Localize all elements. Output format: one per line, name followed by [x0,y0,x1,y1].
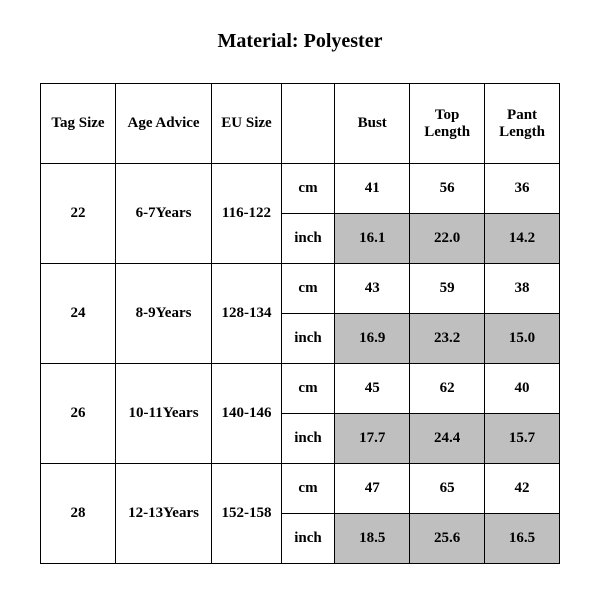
cell-unit-inch: inch [281,514,335,564]
cell-bust: 16.9 [335,314,410,364]
cell-pant: 16.5 [485,514,560,564]
cell-top: 62 [410,364,485,414]
cell-eu: 140-146 [212,364,282,464]
cell-top: 59 [410,264,485,314]
cell-pant: 42 [485,464,560,514]
table-header-row: Tag Size Age Advice EU Size Bust Top Len… [41,84,560,164]
cell-unit-cm: cm [281,164,335,214]
cell-top: 25.6 [410,514,485,564]
cell-bust: 43 [335,264,410,314]
cell-age: 12-13Years [115,464,211,564]
col-top: Top Length [410,84,485,164]
cell-unit-cm: cm [281,264,335,314]
cell-unit-inch: inch [281,214,335,264]
cell-pant: 15.7 [485,414,560,464]
col-pant: Pant Length [485,84,560,164]
cell-pant: 40 [485,364,560,414]
cell-bust: 17.7 [335,414,410,464]
col-eu: EU Size [212,84,282,164]
cell-pant: 38 [485,264,560,314]
cell-top: 24.4 [410,414,485,464]
cell-pant: 36 [485,164,560,214]
cell-pant: 14.2 [485,214,560,264]
table-row: 24 8-9Years 128-134 cm 43 59 38 [41,264,560,314]
size-table: Tag Size Age Advice EU Size Bust Top Len… [40,83,560,564]
cell-unit-inch: inch [281,414,335,464]
cell-bust: 41 [335,164,410,214]
cell-eu: 116-122 [212,164,282,264]
cell-tag: 28 [41,464,116,564]
page-title: Material: Polyester [40,30,560,53]
cell-eu: 152-158 [212,464,282,564]
cell-tag: 22 [41,164,116,264]
col-tag: Tag Size [41,84,116,164]
table-row: 26 10-11Years 140-146 cm 45 62 40 [41,364,560,414]
cell-bust: 47 [335,464,410,514]
cell-bust: 16.1 [335,214,410,264]
cell-unit-cm: cm [281,464,335,514]
cell-age: 8-9Years [115,264,211,364]
cell-bust: 18.5 [335,514,410,564]
cell-top: 22.0 [410,214,485,264]
table-row: 28 12-13Years 152-158 cm 47 65 42 [41,464,560,514]
cell-top: 23.2 [410,314,485,364]
col-unit [281,84,335,164]
cell-bust: 45 [335,364,410,414]
cell-top: 56 [410,164,485,214]
col-age: Age Advice [115,84,211,164]
table-row: 22 6-7Years 116-122 cm 41 56 36 [41,164,560,214]
cell-unit-cm: cm [281,364,335,414]
size-chart-page: Material: Polyester Tag Size Age Advice … [0,0,600,600]
cell-eu: 128-134 [212,264,282,364]
cell-tag: 24 [41,264,116,364]
cell-top: 65 [410,464,485,514]
cell-pant: 15.0 [485,314,560,364]
cell-tag: 26 [41,364,116,464]
cell-unit-inch: inch [281,314,335,364]
cell-age: 10-11Years [115,364,211,464]
cell-age: 6-7Years [115,164,211,264]
col-bust: Bust [335,84,410,164]
